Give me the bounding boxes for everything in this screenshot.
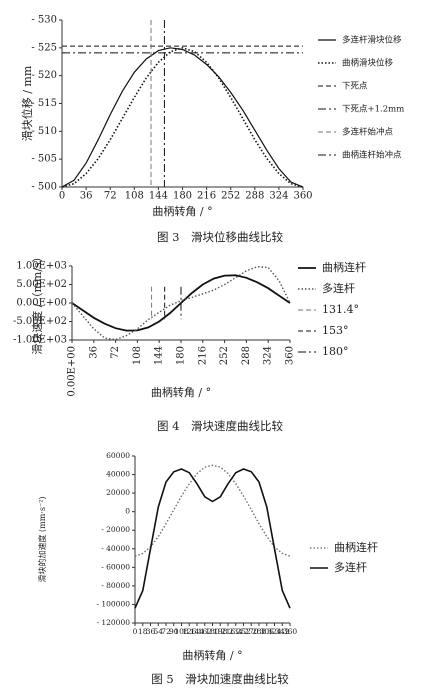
x-tick-label: 90 xyxy=(169,627,179,636)
x-tick-label: 180 xyxy=(176,346,187,365)
x-axis-label: 曲柄转角 / ° xyxy=(182,648,242,662)
y-tick-label: - 100000 xyxy=(96,599,130,608)
x-tick-label: 360 xyxy=(285,346,296,365)
legend-label: 131.4° xyxy=(322,303,359,316)
y-axis-label: 滑块的加速度 (mm·s⁻²) xyxy=(37,496,47,582)
y-tick-label: - 530 xyxy=(31,15,57,26)
y-tick-label: - 520 xyxy=(31,70,57,81)
caption: 图 5 滑块加速度曲线比较 xyxy=(151,672,289,686)
legend-label: 曲柄滑块位移 xyxy=(342,58,394,69)
legend-label: 多连杆始冲点 xyxy=(342,127,394,138)
legend-label: 曲柄连杆 xyxy=(334,540,378,554)
x-tick-label: 360 xyxy=(293,191,312,202)
y-tick-label: -5.00E+02 xyxy=(13,316,67,327)
x-tick-label: 0 xyxy=(59,191,65,202)
y-tick-label: - 515 xyxy=(31,98,57,109)
x-tick-label: 126 xyxy=(182,627,197,636)
x-tick-label: 216 xyxy=(197,191,216,202)
x-tick-label: 252 xyxy=(236,627,251,636)
y-tick-label: 60000 xyxy=(106,451,130,460)
x-tick-label: 306 xyxy=(260,627,275,636)
y-tick-label: 40000 xyxy=(106,470,130,479)
x-tick-label: 36 xyxy=(88,346,99,359)
x-tick-label: 234 xyxy=(229,627,244,636)
legend-label: 下死点+1.2mm xyxy=(342,105,404,115)
x-axis-label: 曲柄转角 / ° xyxy=(151,385,211,399)
legend-label: 多连杆 xyxy=(334,560,367,574)
legend-label: 曲柄连杆 xyxy=(322,260,366,274)
y-tick-label: 0.00E+00 xyxy=(16,298,67,309)
x-tick-label: 108 xyxy=(174,627,189,636)
legend-label: 多连杆滑块位移 xyxy=(342,35,402,46)
y-tick-label: - 525 xyxy=(31,42,57,53)
x-tick-label: 144 xyxy=(190,627,205,636)
x-tick-label: 342 xyxy=(275,627,290,636)
caption: 图 4 滑块速度曲线比较 xyxy=(157,419,283,433)
x-tick-label: 144 xyxy=(154,346,165,365)
y-tick-label: - 505 xyxy=(31,154,57,165)
x-tick-label: 288 xyxy=(252,627,267,636)
x-tick-label: 72 xyxy=(161,627,171,636)
x-tick-label: 216 xyxy=(197,346,208,365)
x-tick-label: 18 xyxy=(138,627,148,636)
y-tick-label: 5.00E+02 xyxy=(16,279,67,290)
legend-label: 153° xyxy=(322,324,349,337)
x-tick-label: 324 xyxy=(267,627,282,636)
x-tick-label: 288 xyxy=(245,191,264,202)
x-tick-label: 54 xyxy=(153,627,163,636)
x-tick-label: 324 xyxy=(269,191,288,202)
y-tick-label: - 40000 xyxy=(101,544,130,553)
y-tick-label: 1.00E+03 xyxy=(16,261,67,272)
y-tick-label: - 500 xyxy=(31,182,57,193)
series-line xyxy=(134,464,291,557)
caption: 图 3 滑块位移曲线比较 xyxy=(157,230,283,244)
x-tick-label: 108 xyxy=(125,191,144,202)
legend-label: 多连杆 xyxy=(322,281,355,295)
x-tick-label: 144 xyxy=(149,191,168,202)
y-tick-label: -1.00E+03 xyxy=(13,335,67,346)
y-axis-label: 滑块速度 /（mm/s） xyxy=(30,251,44,354)
x-tick-label: 360 xyxy=(283,627,298,636)
x-tick-label: 288 xyxy=(241,346,252,365)
x-tick-label: 72 xyxy=(104,191,117,202)
x-tick-label: 324 xyxy=(263,346,274,365)
y-tick-label: - 20000 xyxy=(101,525,130,534)
y-tick-label: 0 xyxy=(125,507,130,516)
x-tick-label: 0.00E+00 xyxy=(67,346,78,397)
x-axis-label: 曲柄转角 / ° xyxy=(152,204,212,218)
x-tick-label: 270 xyxy=(244,627,259,636)
x-tick-label: 162 xyxy=(198,627,213,636)
series-line xyxy=(61,46,304,188)
x-tick-label: 0 xyxy=(133,627,138,636)
x-tick-label: 36 xyxy=(80,191,93,202)
series-line xyxy=(61,47,304,188)
y-axis-label: 滑块位移 / mm xyxy=(20,65,34,141)
y-tick-label: - 120000 xyxy=(96,618,130,627)
x-tick-label: 108 xyxy=(132,346,143,365)
legend-label: 180° xyxy=(322,345,349,358)
legend-label: 曲柄连杆始冲点 xyxy=(342,150,402,161)
x-tick-label: 180 xyxy=(173,191,192,202)
legend-label: 下死点 xyxy=(342,82,368,92)
y-tick-label: - 80000 xyxy=(101,581,130,590)
x-tick-label: 198 xyxy=(213,627,228,636)
series-line xyxy=(134,468,291,609)
y-tick-label: - 510 xyxy=(31,126,57,137)
y-tick-label: 20000 xyxy=(106,488,130,497)
x-tick-label: 180 xyxy=(205,627,220,636)
y-tick-label: - 60000 xyxy=(101,562,130,571)
x-tick-label: 36 xyxy=(146,627,156,636)
x-tick-label: 252 xyxy=(221,191,240,202)
x-tick-label: 252 xyxy=(219,346,230,365)
x-tick-label: 72 xyxy=(110,346,121,359)
x-tick-label: 216 xyxy=(221,627,236,636)
